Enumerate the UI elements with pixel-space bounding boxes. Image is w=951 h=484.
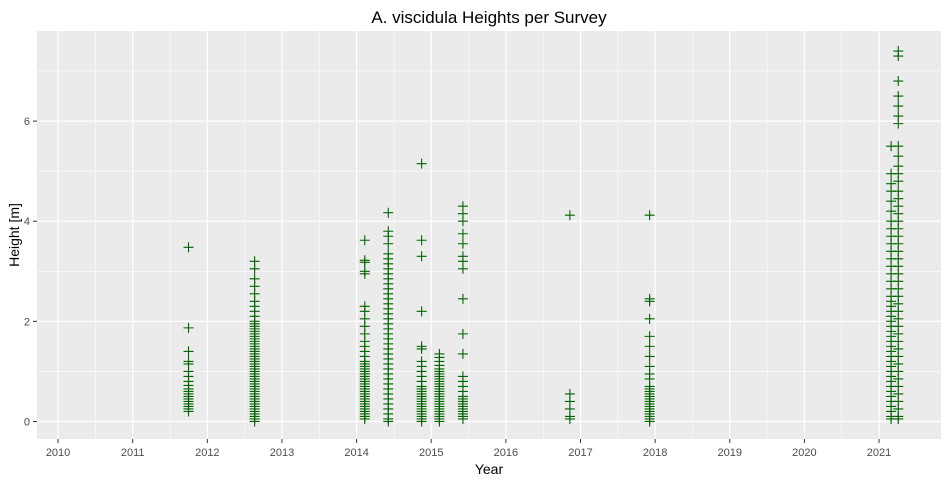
y-tick-label: 4	[24, 216, 30, 228]
data-point	[886, 206, 897, 217]
data-point	[416, 235, 427, 246]
data-point	[644, 416, 655, 427]
x-tick-label: 2011	[121, 447, 145, 459]
y-tick-label: 2	[24, 316, 30, 328]
data-point	[416, 416, 427, 427]
data-point	[893, 151, 904, 162]
data-point	[183, 242, 194, 253]
data-point	[359, 257, 370, 268]
data-point	[416, 251, 427, 262]
data-point	[457, 293, 468, 304]
data-point	[434, 416, 445, 427]
x-tick-label: 2017	[568, 447, 592, 459]
data-point	[886, 196, 897, 207]
data-point	[359, 235, 370, 246]
data-point	[416, 306, 427, 317]
data-point	[249, 263, 260, 274]
major-gridlines	[37, 31, 941, 439]
data-point	[249, 416, 260, 427]
data-point	[893, 118, 904, 129]
data-point	[383, 416, 394, 427]
y-axis: 0 2 4 6	[24, 116, 37, 428]
x-tick-label: 2019	[718, 447, 742, 459]
data-point	[893, 51, 904, 62]
x-tick-label: 2018	[643, 447, 667, 459]
y-tick-label: 6	[24, 116, 30, 128]
data-point	[457, 238, 468, 249]
data-point	[644, 341, 655, 352]
data-point	[457, 216, 468, 227]
x-axis: 2010 2011 2012 2013 2014 2015 2016 2017 2018 2019…	[46, 439, 891, 459]
data-point	[183, 322, 194, 333]
plot-panel	[37, 31, 941, 439]
data-point	[893, 91, 904, 102]
data-point	[416, 343, 427, 354]
data-point	[893, 76, 904, 87]
data-point	[644, 210, 655, 221]
data-point	[644, 331, 655, 342]
data-point	[457, 413, 468, 424]
data-point	[457, 328, 468, 339]
x-tick-label: 2013	[270, 447, 294, 459]
x-tick-label: 2020	[792, 447, 816, 459]
data-point	[383, 207, 394, 218]
y-axis-title: Height [m]	[6, 203, 22, 267]
data-point	[644, 351, 655, 362]
data-point	[383, 238, 394, 249]
x-tick-label: 2016	[494, 447, 518, 459]
data-point	[183, 406, 194, 417]
x-tick-label: 2010	[46, 447, 70, 459]
y-tick-label: 0	[24, 416, 30, 428]
data-point	[564, 210, 575, 221]
data-point	[457, 348, 468, 359]
data-point	[183, 346, 194, 357]
data-point	[893, 101, 904, 112]
x-tick-label: 2014	[344, 447, 368, 459]
data-point	[457, 228, 468, 239]
x-tick-label: 2012	[195, 447, 219, 459]
data-point	[644, 313, 655, 324]
data-point	[416, 158, 427, 169]
chart-title: A. viscidula Heights per Survey	[371, 8, 607, 27]
data-point	[893, 141, 904, 152]
data-point	[457, 263, 468, 274]
data-point	[893, 176, 904, 187]
data-point	[893, 413, 904, 424]
x-tick-label: 2015	[419, 447, 443, 459]
data-point	[564, 413, 575, 424]
data-point	[359, 268, 370, 279]
minor-gridlines	[37, 31, 941, 439]
data-points	[183, 46, 904, 427]
x-axis-title: Year	[475, 461, 504, 477]
data-point	[359, 413, 370, 424]
data-point	[644, 296, 655, 307]
x-tick-label: 2021	[867, 447, 891, 459]
